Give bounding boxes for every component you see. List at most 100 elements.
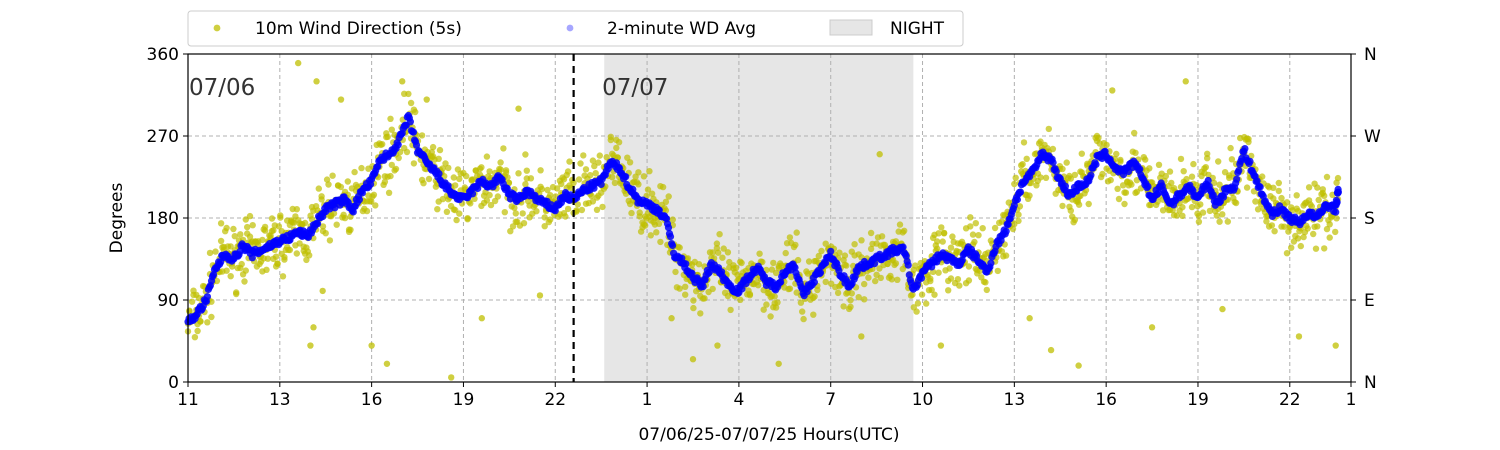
wind-5s-outlier bbox=[858, 333, 865, 340]
wind-5s-point bbox=[469, 176, 477, 183]
x-tick-label: 19 bbox=[453, 390, 475, 410]
wind-5s-point bbox=[573, 207, 580, 214]
wind-5s-point bbox=[607, 133, 614, 140]
wind-5s-point bbox=[840, 303, 847, 310]
wind-5s-point bbox=[1180, 168, 1187, 175]
wd-avg-point bbox=[412, 141, 421, 149]
wind-5s-point bbox=[1300, 233, 1307, 241]
wind-5s-point bbox=[865, 274, 872, 281]
wind-5s-point bbox=[217, 220, 225, 227]
wind-5s-point bbox=[1271, 228, 1278, 235]
wind-5s-outlier bbox=[294, 59, 302, 67]
wind-5s-point bbox=[580, 152, 587, 159]
wind-5s-point bbox=[928, 286, 935, 294]
wind-5s-point bbox=[934, 245, 941, 252]
wind-5s-point bbox=[888, 276, 895, 283]
wind-5s-point bbox=[1107, 176, 1114, 184]
wind-5s-point bbox=[263, 266, 270, 273]
wind-5s-point bbox=[392, 165, 400, 173]
wind-5s-outlier bbox=[448, 374, 455, 381]
wind-5s-outlier bbox=[668, 315, 675, 322]
wind-5s-outlier bbox=[368, 342, 375, 349]
wind-5s-point bbox=[537, 167, 544, 174]
y-tick-label: 90 bbox=[157, 291, 179, 311]
wd-avg-point bbox=[816, 269, 825, 277]
wind-5s-point bbox=[1326, 221, 1333, 228]
wind-5s-point bbox=[281, 256, 288, 263]
wind-5s-point bbox=[308, 216, 316, 223]
wind-5s-point bbox=[241, 278, 248, 285]
wind-5s-point bbox=[575, 176, 583, 183]
wind-5s-point bbox=[237, 231, 244, 238]
wind-5s-point bbox=[564, 205, 572, 213]
wind-5s-outlier bbox=[313, 78, 320, 85]
x-tick-label: 11 bbox=[177, 390, 199, 410]
wind-5s-point bbox=[483, 153, 491, 160]
wind-5s-point bbox=[927, 277, 934, 285]
wind-5s-point bbox=[1245, 135, 1252, 143]
wind-5s-point bbox=[478, 164, 485, 171]
wind-5s-point bbox=[395, 154, 402, 162]
wind-5s-point bbox=[972, 220, 979, 227]
wind-5s-point bbox=[1146, 165, 1153, 172]
wind-5s-point bbox=[771, 293, 778, 300]
wind-5s-point bbox=[662, 198, 670, 205]
wind-5s-point bbox=[272, 253, 280, 260]
y-tick-label: 0 bbox=[168, 373, 179, 393]
x-tick-label: 19 bbox=[1187, 390, 1209, 410]
wd-avg-point bbox=[738, 285, 746, 293]
wind-5s-point bbox=[547, 192, 554, 199]
wind-5s-point bbox=[767, 313, 774, 320]
wind-5s-point bbox=[994, 267, 1001, 275]
wd-avg-point bbox=[1144, 182, 1152, 191]
wind-5s-point bbox=[635, 169, 642, 176]
wind-5s-point bbox=[1199, 209, 1207, 216]
wind-5s-point bbox=[452, 182, 459, 189]
wind-5s-point bbox=[626, 159, 634, 166]
wind-5s-point bbox=[322, 230, 329, 237]
wind-5s-point bbox=[724, 249, 732, 256]
wind-5s-point bbox=[1142, 156, 1149, 163]
wind-5s-point bbox=[628, 209, 635, 217]
wd-avg-point bbox=[474, 184, 482, 193]
wind-5s-point bbox=[467, 200, 474, 207]
wind-5s-point bbox=[892, 260, 900, 267]
wind-5s-point bbox=[261, 223, 269, 231]
wind-5s-outlier bbox=[1295, 333, 1303, 340]
wind-5s-point bbox=[1020, 139, 1028, 146]
wind-5s-point bbox=[737, 296, 744, 303]
wind-5s-point bbox=[333, 221, 340, 228]
wind-5s-point bbox=[965, 277, 973, 284]
wind-5s-point bbox=[1045, 125, 1053, 133]
wind-5s-point bbox=[727, 306, 734, 314]
wind-5s-point bbox=[456, 210, 463, 217]
wind-5s-point bbox=[1293, 192, 1300, 199]
wd-avg-point bbox=[409, 128, 418, 136]
wind-5s-point bbox=[301, 219, 309, 227]
wind-5s-point bbox=[538, 185, 546, 193]
wind-5s-point bbox=[918, 291, 926, 298]
wind-5s-point bbox=[341, 214, 349, 222]
wd-avg-point bbox=[1002, 227, 1010, 235]
legend-label: 10m Wind Direction (5s) bbox=[255, 19, 462, 39]
wind-5s-point bbox=[982, 279, 989, 286]
wind-5s-point bbox=[956, 282, 963, 289]
wind-5s-point bbox=[1132, 149, 1139, 156]
wd-avg-point bbox=[664, 224, 673, 232]
wind-5s-point bbox=[497, 159, 504, 166]
wind-5s-point bbox=[512, 210, 519, 217]
wind-5s-point bbox=[1334, 174, 1342, 182]
wind-5s-point bbox=[1078, 150, 1086, 157]
day-label-layer: 07/06 07/07 bbox=[189, 75, 668, 101]
wind-5s-point bbox=[797, 299, 805, 306]
wind-5s-point bbox=[1085, 200, 1092, 208]
wind-5s-point bbox=[439, 165, 446, 172]
wind-5s-point bbox=[1226, 174, 1233, 181]
wind-5s-point bbox=[405, 90, 412, 98]
wind-5s-point bbox=[1037, 174, 1044, 181]
wind-5s-point bbox=[947, 275, 955, 282]
compass-tick-label: N bbox=[1364, 45, 1377, 65]
wind-5s-point bbox=[720, 245, 727, 252]
wd-avg-point bbox=[1092, 160, 1100, 169]
legend-box bbox=[187, 10, 964, 47]
